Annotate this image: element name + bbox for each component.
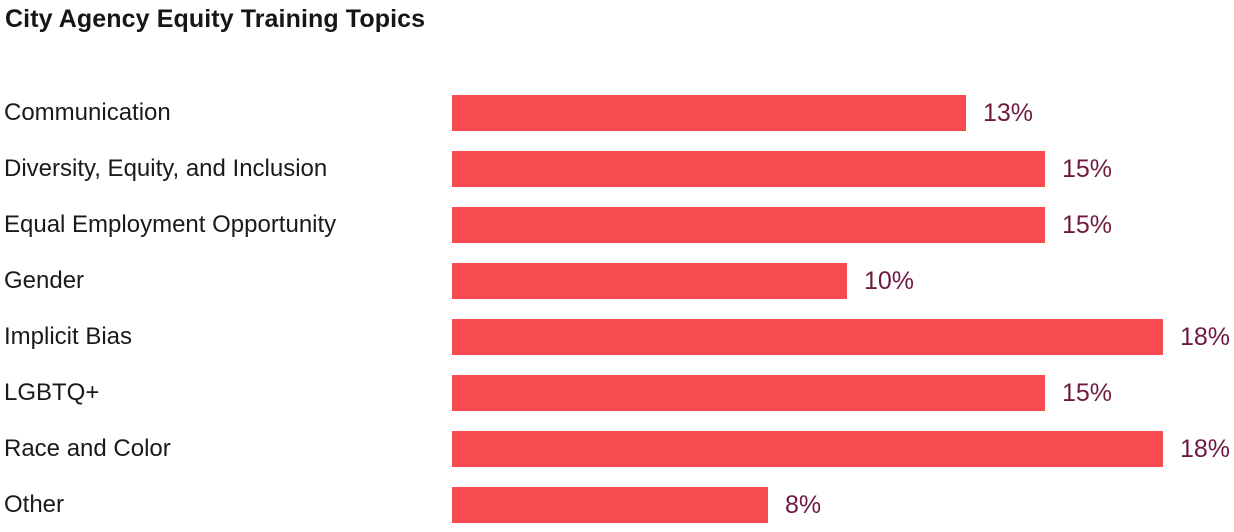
bar bbox=[452, 95, 966, 131]
bar-track: 18% bbox=[452, 421, 1234, 477]
category-label: Race and Color bbox=[4, 435, 171, 462]
bar-track: 15% bbox=[452, 197, 1234, 253]
category-label: Other bbox=[4, 491, 65, 518]
chart-title: City Agency Equity Training Topics bbox=[5, 5, 426, 33]
value-label: 15% bbox=[1062, 378, 1113, 407]
bar-track: 18% bbox=[452, 309, 1234, 365]
chart-row: LGBTQ+ 15% bbox=[0, 365, 1234, 421]
category-label: Equal Employment Opportunity bbox=[4, 211, 337, 238]
value-label: 15% bbox=[1062, 154, 1113, 183]
category-label: Communication bbox=[4, 99, 171, 126]
chart-row: Communication 13% bbox=[0, 85, 1234, 141]
bar-track: 8% bbox=[452, 477, 1234, 532]
bar bbox=[452, 263, 847, 299]
value-label: 13% bbox=[983, 98, 1034, 127]
bar-track: 15% bbox=[452, 365, 1234, 421]
chart-row: Other 8% bbox=[0, 477, 1234, 532]
chart-row: Race and Color 18% bbox=[0, 421, 1234, 477]
value-label: 15% bbox=[1062, 210, 1113, 239]
bar bbox=[452, 151, 1045, 187]
value-label: 18% bbox=[1180, 434, 1231, 463]
bar bbox=[452, 375, 1045, 411]
value-label: 18% bbox=[1180, 322, 1231, 351]
chart-row: Implicit Bias 18% bbox=[0, 309, 1234, 365]
bar bbox=[452, 487, 768, 523]
bar bbox=[452, 207, 1045, 243]
chart-row: Equal Employment Opportunity 15% bbox=[0, 197, 1234, 253]
bar bbox=[452, 431, 1163, 467]
value-label: 10% bbox=[864, 266, 915, 295]
chart-row: Gender 10% bbox=[0, 253, 1234, 309]
category-label: LGBTQ+ bbox=[4, 379, 100, 406]
bar bbox=[452, 319, 1163, 355]
category-label: Gender bbox=[4, 267, 85, 294]
category-label: Implicit Bias bbox=[4, 323, 133, 350]
bar-track: 15% bbox=[452, 141, 1234, 197]
bar-track: 13% bbox=[452, 85, 1234, 141]
category-label: Diversity, Equity, and Inclusion bbox=[4, 155, 328, 182]
bar-track: 10% bbox=[452, 253, 1234, 309]
chart-row: Diversity, Equity, and Inclusion 15% bbox=[0, 141, 1234, 197]
chart-rows: Communication 13% Diversity, Equity, and I… bbox=[0, 85, 1234, 532]
value-label: 8% bbox=[785, 490, 822, 519]
